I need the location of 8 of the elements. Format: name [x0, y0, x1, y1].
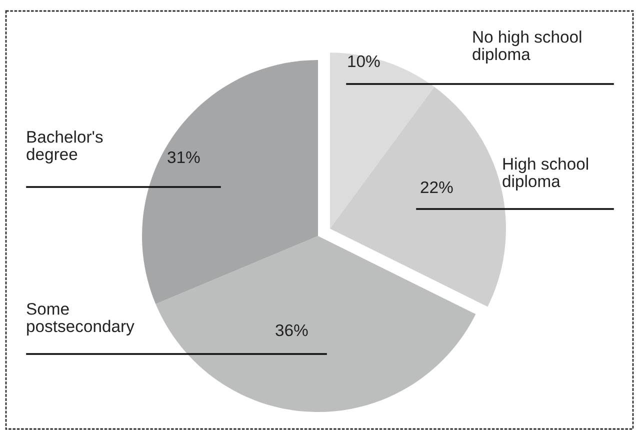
slice-label: Bachelor's degree [26, 130, 103, 164]
data-label: 36% [276, 324, 308, 336]
slice-label: Some postsecondary [26, 303, 134, 336]
slice-label: High school diploma [502, 158, 588, 190]
data-label: 22% [420, 181, 453, 194]
slice-label: No high school diploma [472, 30, 582, 64]
data-label: 10% [348, 55, 380, 68]
data-label: 31% [168, 151, 200, 164]
